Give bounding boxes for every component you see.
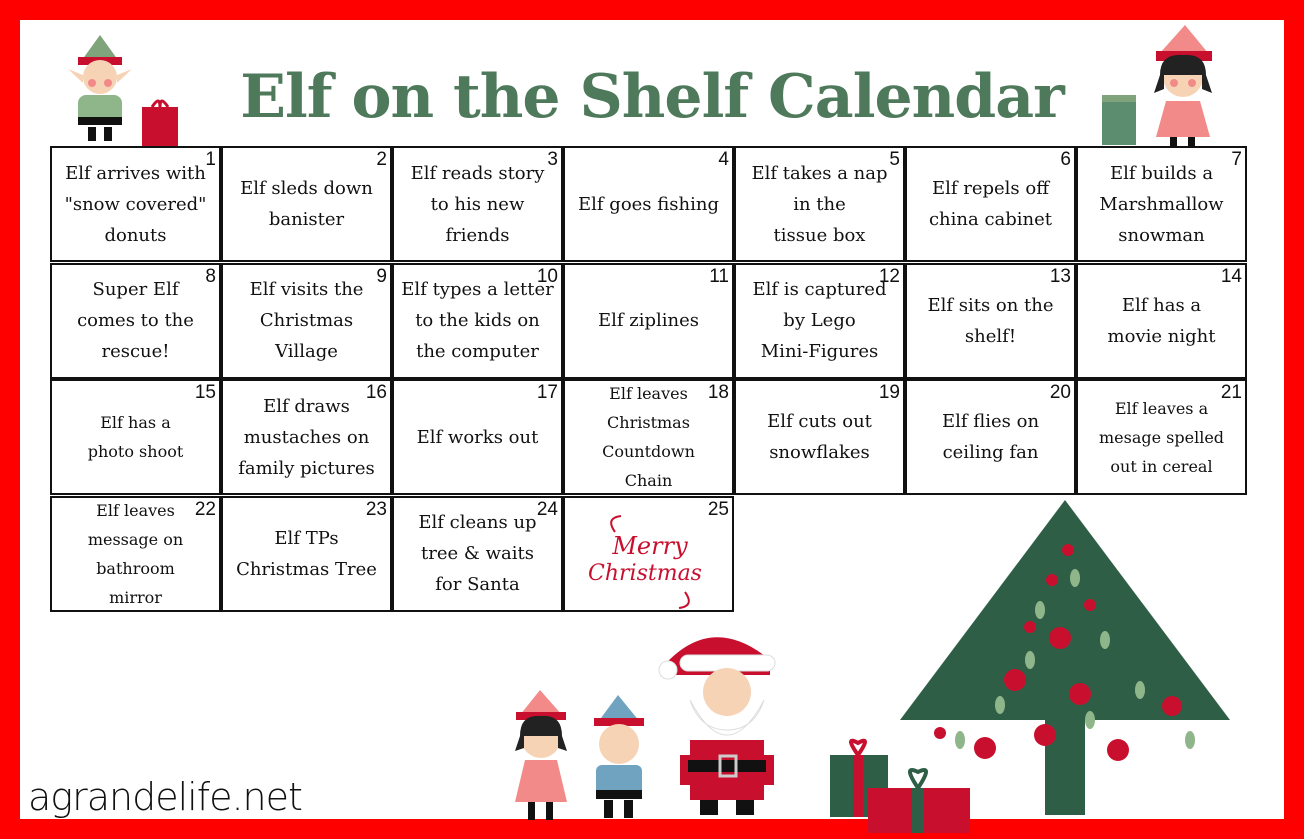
day-number: 25 [707,498,729,520]
calendar-day-6: Elf repels off china cabinet 6 [905,146,1076,262]
calendar-day-15: Elf has a photo shoot 15 [50,379,221,495]
day-number: 11 [709,265,729,287]
day-activity: Elf is captured by Lego Mini-Figures [752,279,887,362]
calendar-day-11: Elf ziplines 11 [563,262,734,379]
day-activity: Elf sleds down banister [240,178,373,230]
christmas-tree-illustration [900,500,1230,815]
presents-illustration [830,738,970,833]
day-number: 15 [194,382,216,403]
calendar-day-9: Elf visits the Christmas Village 9 [221,262,392,379]
day-activity: Elf sits on the shelf! [927,294,1054,347]
calendar-day-7: Elf builds a Marshmallow snowman 7 [1076,146,1247,262]
day-number: 22 [194,498,216,520]
day-number: 24 [536,498,558,520]
day-activity: Elf leaves message on bathroom mirror [87,500,184,607]
calendar-day-16: Elf draws mustaches on family pictures 16 [221,379,392,495]
day-activity: Elf cuts out snowflakes [767,411,872,463]
calendar-day-23: Elf TPs Christmas Tree 23 [221,495,392,612]
day-number: 14 [1220,265,1242,287]
day-activity: Elf repels off china cabinet [928,178,1053,230]
calendar-day-17: Elf works out 17 [392,379,563,495]
calendar-day-24: Elf cleans up tree & waits for Santa 24 [392,495,563,612]
day-activity: Elf leaves a mesage spelled out in cerea… [1098,398,1225,476]
day-number: 3 [547,149,558,170]
calendar-day-3: Elf reads story to his new friends 3 [392,146,563,262]
day-activity: Elf TPs Christmas Tree [236,527,377,580]
day-number: 2 [376,149,387,170]
calendar-day-18: Elf leaves Christmas Countdown Chain 18 [563,379,734,495]
santa-illustration [658,637,776,815]
calendar-day-13: Elf sits on the shelf! 13 [905,262,1076,379]
day-activity: Elf builds a Marshmallow snowman [1099,162,1224,246]
day-number: 1 [205,149,216,170]
day-number: 18 [707,382,729,403]
day-number: 5 [889,149,900,170]
day-number: 19 [878,382,900,403]
calendar-day-10: Elf types a letter to the kids on the co… [392,262,563,379]
website-footer: agrandelife.net [28,775,303,819]
elf-boy-bottom-illustration [594,695,644,818]
calendar-day-21: Elf leaves a mesage spelled out in cerea… [1076,379,1247,495]
day-activity: Elf has a movie night [1107,294,1216,347]
day-number: 12 [878,265,900,287]
elf-girl-bottom-illustration [515,690,567,820]
day-number: 7 [1231,149,1242,170]
calendar-day-1: Elf arrives with "snow covered" donuts 1 [50,146,221,262]
elf-boy-illustration [68,35,178,147]
day-activity: Elf draws mustaches on family pictures [238,395,375,479]
page-title: Elf on the Shelf Calendar [240,62,1064,132]
day-activity: Elf leaves Christmas Countdown Chain [602,384,695,490]
svg-text:Christmas: Christmas [588,561,702,586]
day-number: 21 [1220,382,1242,403]
day-number: 8 [205,265,216,287]
calendar-day-20: Elf flies on ceiling fan 20 [905,379,1076,495]
day-activity: Elf ziplines [597,310,700,331]
day-activity: Elf types a letter to the kids on the co… [401,279,554,362]
day-activity: Elf flies on ceiling fan [941,411,1040,463]
calendar-day-8: Super Elf comes to the rescue! 8 [50,262,221,379]
day-activity: Elf visits the Christmas Village [249,279,364,362]
merry-christmas-logo: Merry Christmas [588,515,702,609]
day-activity: Super Elf comes to the rescue! [77,279,194,362]
day-activity: Elf goes fishing [578,193,719,215]
elf-girl-illustration [1102,25,1212,147]
day-activity: Elf cleans up tree & waits for Santa [418,512,537,595]
day-number: 23 [365,498,387,520]
day-number: 13 [1049,265,1071,287]
calendar-day-25: 25 [563,495,734,612]
day-activity: Elf arrives with "snow covered" donuts [64,162,207,246]
calendar-day-22: Elf leaves message on bathroom mirror 22 [50,495,221,612]
day-number: 20 [1049,382,1071,403]
day-number: 10 [536,265,558,287]
day-number: 4 [718,149,729,170]
day-number: 9 [376,265,387,287]
calendar-day-4: Elf goes fishing 4 [563,146,734,262]
day-activity: Elf has a photo shoot [87,413,184,461]
calendar-day-14: Elf has a movie night 14 [1076,262,1247,379]
day-number: 16 [365,382,387,403]
day-activity: Elf takes a nap in the tissue box [751,162,888,246]
day-number: 6 [1060,149,1071,170]
day-activity: Elf works out [416,426,539,448]
svg-text:Merry: Merry [611,532,688,560]
day-number: 17 [536,382,558,403]
calendar-day-19: Elf cuts out snowflakes 19 [734,379,905,495]
calendar-day-5: Elf takes a nap in the tissue box 5 [734,146,905,262]
calendar-day-12: Elf is captured by Lego Mini-Figures 12 [734,262,905,379]
day-activity: Elf reads story to his new friends [410,162,545,246]
calendar-day-2: Elf sleds down banister 2 [221,146,392,262]
